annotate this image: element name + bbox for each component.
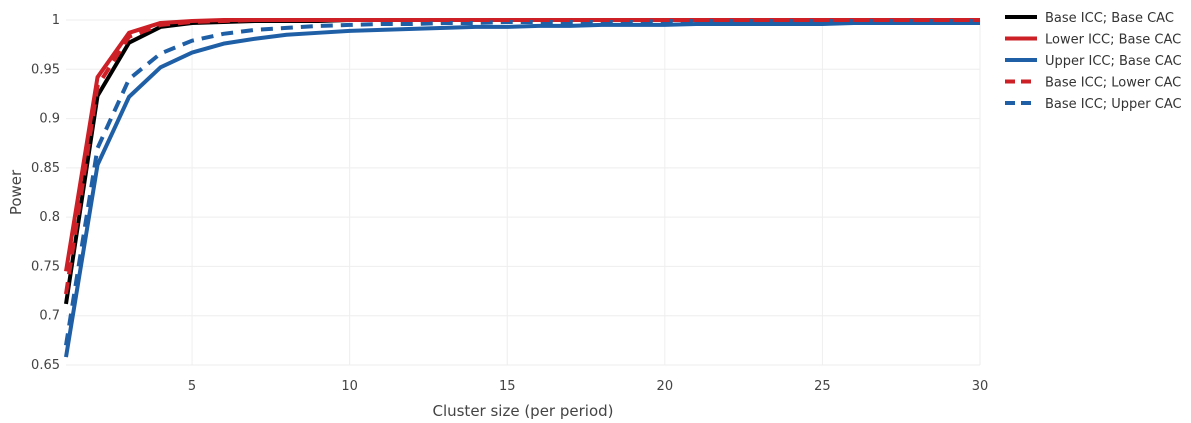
grid-layer bbox=[66, 19, 981, 366]
y-axis-title: Power bbox=[7, 169, 25, 215]
x-tick-label: 5 bbox=[188, 379, 196, 394]
y-tick-label: 0.7 bbox=[39, 309, 60, 324]
series-line-base-icc-base-cac[interactable] bbox=[64, 18, 980, 305]
legend-label: Base ICC; Base CAC bbox=[1045, 11, 1174, 26]
legend-item[interactable]: Base ICC; Lower CAC bbox=[1005, 76, 1181, 91]
legend-item[interactable]: Lower ICC; Base CAC bbox=[1005, 33, 1181, 48]
x-tick-label: 15 bbox=[499, 379, 516, 394]
y-tick-label: 0.95 bbox=[31, 62, 60, 77]
series-line-upper-icc-base-cac[interactable] bbox=[64, 20, 980, 358]
legend-label: Base ICC; Lower CAC bbox=[1045, 76, 1181, 91]
y-tick-label: 0.8 bbox=[39, 210, 60, 225]
x-tick-label: 10 bbox=[341, 379, 358, 394]
series-line-base-icc-lower-cac[interactable] bbox=[64, 18, 980, 295]
y-tick-label: 1 bbox=[52, 13, 60, 28]
legend-item[interactable]: Base ICC; Upper CAC bbox=[1005, 97, 1182, 112]
x-tick-label: 30 bbox=[972, 379, 989, 394]
legend-label: Base ICC; Upper CAC bbox=[1045, 97, 1182, 112]
legend-label: Lower ICC; Base CAC bbox=[1045, 33, 1181, 48]
y-tick-label: 0.65 bbox=[31, 358, 60, 373]
series-line-lower-icc-base-cac[interactable] bbox=[64, 18, 980, 272]
y-tick-label: 0.75 bbox=[31, 259, 60, 274]
legend-item[interactable]: Upper ICC; Base CAC bbox=[1005, 54, 1182, 69]
y-tick-label: 0.85 bbox=[31, 161, 60, 176]
legend-label: Upper ICC; Base CAC bbox=[1045, 54, 1182, 69]
legend[interactable]: Base ICC; Base CAC Lower ICC; Base CAC Upp… bbox=[1005, 11, 1182, 112]
series-layer bbox=[64, 18, 980, 358]
legend-item[interactable]: Base ICC; Base CAC bbox=[1005, 11, 1174, 26]
x-axis-title: Cluster size (per period) bbox=[432, 402, 613, 420]
x-tick-label: 25 bbox=[814, 379, 831, 394]
y-tick-label: 0.9 bbox=[39, 112, 60, 127]
x-tick-label: 20 bbox=[657, 379, 674, 394]
